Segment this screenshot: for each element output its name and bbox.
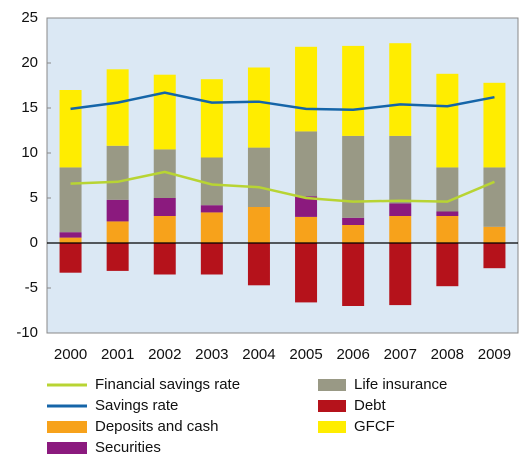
bar-segment [295, 243, 318, 303]
y-tick-label: 15 [21, 99, 38, 116]
bar-segment [153, 216, 176, 243]
legend-label: Deposits and cash [95, 418, 218, 435]
bar-segment [106, 243, 129, 271]
bar-segment [247, 67, 270, 148]
bar-segment [59, 90, 82, 168]
legend-swatch [318, 379, 346, 391]
bar-segment [483, 82, 506, 168]
bar-segment [295, 196, 318, 217]
y-tick-label: 0 [30, 234, 38, 251]
bar-segment [389, 203, 412, 216]
legend-label: Financial savings rate [95, 376, 240, 393]
bar-segment [389, 43, 412, 136]
legend-swatch [47, 442, 87, 454]
y-tick-label: 5 [30, 189, 38, 206]
bar-segment [483, 226, 506, 243]
bar-segment [200, 243, 223, 275]
bar-segment [247, 147, 270, 207]
x-tick-label: 2005 [289, 346, 322, 363]
bar-segment [200, 157, 223, 206]
legend-label: Life insurance [354, 376, 447, 393]
bar-segment [106, 221, 129, 243]
bar-segment [483, 167, 506, 227]
bar-segment [59, 232, 82, 238]
bar-segment [436, 73, 459, 168]
x-tick-label: 2007 [384, 346, 417, 363]
x-tick-label: 2008 [431, 346, 464, 363]
bar-segment [106, 199, 129, 222]
bar-segment [200, 212, 223, 243]
bar-segment [59, 237, 82, 243]
bar-segment [342, 135, 365, 218]
x-tick-label: 2009 [478, 346, 511, 363]
legend-swatch [47, 421, 87, 433]
bar-segment [389, 135, 412, 204]
legend-label: Savings rate [95, 397, 178, 414]
y-tick-label: 20 [21, 54, 38, 71]
bar-segment [153, 198, 176, 216]
bar-segment [200, 205, 223, 213]
bar-segment [342, 225, 365, 243]
bar-segment [483, 243, 506, 269]
bar-segment [106, 69, 129, 146]
x-tick-label: 2004 [242, 346, 275, 363]
legend-swatch [318, 421, 346, 433]
bar-segment [436, 167, 459, 212]
bar-segment [200, 79, 223, 158]
y-tick-label: -10 [16, 324, 38, 341]
bar-segment [295, 131, 318, 197]
bar-segment [342, 45, 365, 136]
x-tick-label: 2001 [101, 346, 134, 363]
bar-segment [436, 243, 459, 287]
bar-segment [436, 216, 459, 243]
x-tick-label: 2000 [54, 346, 87, 363]
bar-segment [59, 243, 82, 273]
bar-segment [106, 145, 129, 200]
y-tick-label: 10 [21, 144, 38, 161]
bar-segment [153, 74, 176, 150]
bar-segment [389, 216, 412, 243]
line-series [70, 91, 495, 112]
bar-segment [389, 243, 412, 306]
legend-label: Debt [354, 397, 387, 414]
bar-segment [153, 243, 176, 275]
bar-segment [247, 207, 270, 243]
bar-segment [295, 216, 318, 243]
y-tick-label: -5 [25, 279, 38, 296]
bar-segment [247, 243, 270, 286]
x-tick-label: 2006 [336, 346, 369, 363]
y-tick-label: 25 [21, 9, 38, 26]
bar-segment [342, 217, 365, 225]
legend-label: GFCF [354, 418, 395, 435]
legend-label: Securities [95, 439, 161, 456]
x-tick-label: 2003 [195, 346, 228, 363]
x-tick-label: 2002 [148, 346, 181, 363]
bar-segment [436, 211, 459, 216]
bar-segment [59, 167, 82, 233]
bar-segment [153, 149, 176, 198]
bar-segment [342, 243, 365, 306]
legend-swatch [318, 400, 346, 412]
bar-segment [295, 46, 318, 132]
line-series [70, 170, 495, 203]
